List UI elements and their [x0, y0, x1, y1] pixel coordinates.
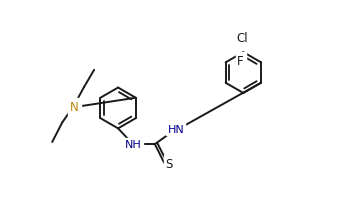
Text: Cl: Cl	[236, 32, 248, 45]
Text: HN: HN	[167, 124, 184, 134]
Text: NH: NH	[125, 139, 141, 149]
Text: N: N	[70, 101, 79, 114]
Text: F: F	[237, 54, 244, 67]
Text: S: S	[166, 157, 173, 170]
